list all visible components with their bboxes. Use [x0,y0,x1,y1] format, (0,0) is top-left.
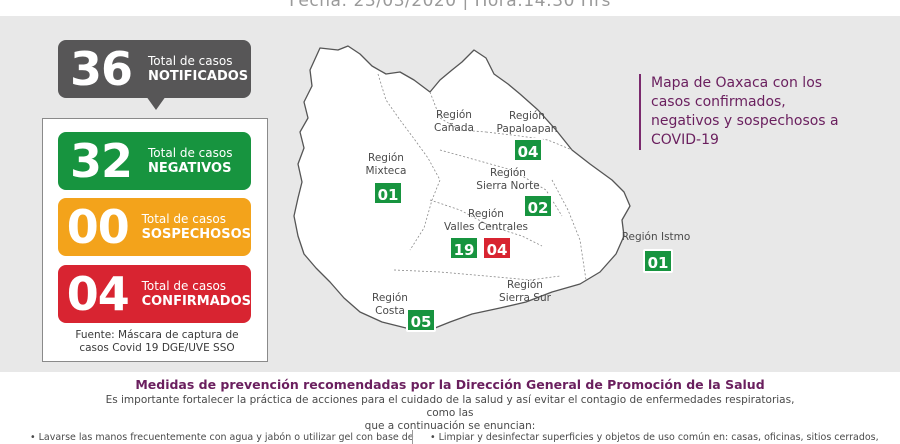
confirmed-label-top: Total de casos [141,279,227,293]
region-label-mixteca: Región Mixteca [365,152,407,177]
region-label-canada: Región Cañada [434,109,474,134]
sierra-norte-negative-badge: 02 [523,194,553,218]
region-border-valles [429,199,543,247]
region-label-papaloapan: Región Papaloapan [496,110,558,135]
oaxaca-state-outline [293,45,631,331]
suspect-label: SOSPECHOSOS [141,227,251,242]
callout-notch [146,96,166,110]
region-border-mixteca [377,73,441,251]
suspect-label-top: Total de casos [141,212,227,226]
region-border-sierra-sur [393,269,561,281]
papaloapan-negative-badge: 04 [513,138,543,162]
confirmed-cases-card: 04 Total de casos CONFIRMADOS [58,265,251,323]
suspect-count: 00 [66,200,130,254]
map-title: Mapa de Oaxaca con los casos confirmados… [651,75,839,148]
bullet-divider [412,430,413,444]
confirmed-count: 04 [66,267,130,321]
negative-label: NEGATIVOS [148,161,232,176]
oaxaca-map [293,45,631,331]
mixteca-negative-badge: 01 [373,181,403,205]
notified-label: NOTIFICADOS [148,69,249,84]
source-line-2: casos Covid 19 DGE/UVE SSO [79,342,235,354]
valles-confirmed-badge: 04 [482,236,512,260]
prevention-bullet-disinfect: • Limpiar y desinfectar superficies y ob… [430,432,879,443]
region-label-istmo: Región Istmo [621,231,691,243]
costa-negative-badge: 05 [406,308,436,332]
negative-label-top: Total de casos [148,146,233,160]
source-line-1: Fuente: Máscara de captura de [75,329,239,341]
suspect-cases-card: 00 Total de casos SOSPECHOSOS [58,198,251,256]
prevention-bullet-handwashing: • Lavarse las manos frecuentemente con a… [30,432,414,443]
region-label-valles-centrales: Región Valles Centrales [443,208,529,233]
prevention-title: Medidas de prevención recomendadas por l… [135,377,765,392]
region-label-sierra-norte: Región Sierra Norte [476,167,540,192]
negative-cases-card: 32 Total de casos NEGATIVOS [58,132,251,190]
region-label-sierra-sur: Región Sierra Sur [499,279,551,304]
istmo-negative-badge: 01 [643,249,673,273]
region-border-istmo [551,179,587,281]
header-strip [0,0,900,16]
map-title-accent-bar [639,74,641,150]
negative-count: 32 [69,134,133,188]
notified-label-top: Total de casos [148,54,233,68]
data-source-note: Fuente: Máscara de captura de casos Covi… [62,329,252,355]
notified-count: 36 [69,42,133,96]
confirmed-label: CONFIRMADOS [141,294,251,309]
region-label-costa: Región Costa [372,292,408,317]
valles-negative-badge: 19 [449,236,479,260]
region-border-canada [429,91,487,133]
notified-cases-card: 36 Total de casos NOTIFICADOS [58,40,251,98]
prevention-intro: Es importante fortalecer la práctica de … [105,394,795,432]
date-time-line: Fecha: 23/03/2020 | Hora:14:30 Hrs [289,0,611,11]
